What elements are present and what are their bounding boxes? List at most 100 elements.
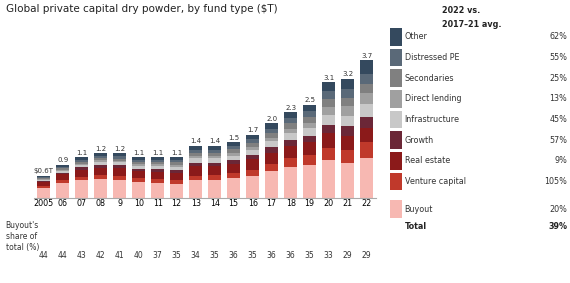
Bar (360, 142, 373, 158)
Bar (170, 184, 184, 198)
Bar (246, 139, 259, 143)
Bar (75, 170, 88, 177)
Text: 35: 35 (210, 251, 219, 260)
Bar (170, 162, 184, 165)
Bar (56, 173, 70, 174)
Text: 29: 29 (362, 251, 372, 260)
Text: Growth: Growth (405, 136, 434, 145)
Bar (189, 166, 202, 176)
Text: Infrastructure: Infrastructure (405, 115, 459, 124)
Bar (75, 181, 88, 198)
Bar (227, 153, 241, 156)
Bar (303, 105, 316, 112)
Text: 0.9: 0.9 (57, 157, 68, 163)
Bar (227, 146, 241, 149)
Text: 3.2: 3.2 (342, 71, 353, 77)
Bar (113, 176, 127, 180)
Text: 37: 37 (153, 251, 162, 260)
Bar (94, 175, 107, 179)
Bar (284, 128, 298, 133)
Bar (284, 112, 298, 118)
Bar (227, 160, 241, 164)
Text: Global private capital dry powder, by fund type ($T): Global private capital dry powder, by fu… (6, 4, 278, 14)
Bar (360, 74, 373, 83)
Bar (360, 128, 373, 142)
Bar (246, 135, 259, 139)
Bar (246, 155, 259, 159)
Bar (265, 147, 278, 153)
Bar (189, 156, 202, 158)
Bar (265, 171, 278, 198)
Bar (246, 159, 259, 170)
Text: 36: 36 (267, 251, 276, 260)
Text: 44: 44 (58, 251, 68, 260)
Bar (341, 136, 355, 150)
Text: 2.0: 2.0 (266, 116, 277, 122)
Bar (284, 133, 298, 140)
Bar (75, 177, 88, 181)
Bar (284, 123, 298, 128)
Text: Other: Other (405, 32, 428, 41)
Bar (208, 166, 221, 175)
Bar (56, 183, 70, 198)
Bar (246, 143, 259, 147)
Bar (170, 180, 184, 184)
Bar (94, 156, 107, 158)
Text: 1.1: 1.1 (152, 150, 164, 156)
Bar (132, 178, 145, 182)
Text: 42: 42 (96, 251, 105, 260)
Text: 35: 35 (172, 251, 182, 260)
Text: 41: 41 (115, 251, 124, 260)
Text: 105%: 105% (544, 177, 567, 186)
Text: 45%: 45% (549, 115, 567, 124)
Bar (37, 188, 50, 198)
Text: 1.2: 1.2 (114, 146, 125, 152)
Bar (227, 156, 241, 160)
Bar (151, 183, 164, 198)
Bar (341, 116, 355, 127)
Text: $0.6T: $0.6T (34, 168, 54, 174)
Bar (284, 158, 298, 167)
Text: 62%: 62% (549, 32, 567, 41)
Bar (37, 178, 50, 179)
Bar (360, 158, 373, 198)
Bar (132, 164, 145, 166)
Bar (94, 168, 107, 175)
Bar (303, 112, 316, 117)
Bar (170, 160, 184, 162)
Text: 13%: 13% (549, 94, 567, 103)
Bar (113, 166, 127, 168)
Bar (132, 171, 145, 178)
Bar (189, 163, 202, 166)
Text: Direct lending: Direct lending (405, 94, 461, 103)
Bar (284, 167, 298, 198)
Bar (322, 148, 335, 160)
Text: 35: 35 (305, 251, 315, 260)
Bar (37, 186, 50, 188)
Bar (113, 156, 127, 159)
Text: 1.1: 1.1 (171, 150, 182, 156)
Bar (341, 164, 355, 198)
Bar (151, 160, 164, 162)
Text: 57%: 57% (549, 136, 567, 145)
Text: 33: 33 (324, 251, 333, 260)
Bar (303, 123, 316, 128)
Bar (208, 180, 221, 198)
Bar (265, 164, 278, 171)
Bar (322, 133, 335, 148)
Text: 1.1: 1.1 (133, 150, 144, 156)
Bar (189, 180, 202, 198)
Text: 1.7: 1.7 (247, 127, 258, 133)
Bar (360, 60, 373, 74)
Bar (132, 166, 145, 169)
Bar (170, 165, 184, 166)
Bar (303, 136, 316, 142)
Text: 35: 35 (248, 251, 258, 260)
Bar (322, 160, 335, 198)
Bar (56, 167, 70, 168)
Bar (113, 168, 127, 176)
Bar (303, 155, 316, 166)
Bar (227, 164, 241, 173)
Bar (284, 118, 298, 123)
Bar (37, 182, 50, 186)
